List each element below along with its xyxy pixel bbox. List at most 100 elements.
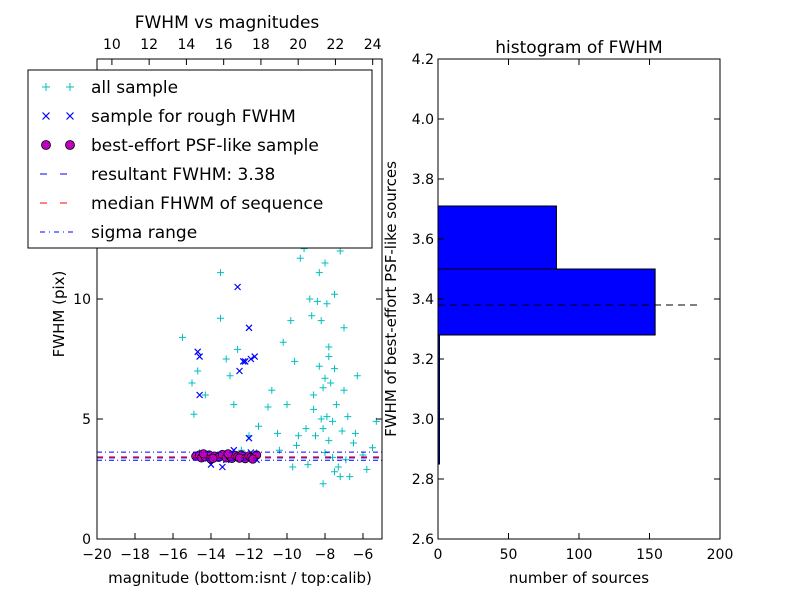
all-sample-point bbox=[264, 403, 272, 411]
all-sample-point bbox=[302, 425, 310, 433]
hist-x-tick-label: 50 bbox=[500, 547, 518, 563]
all-sample-point bbox=[268, 386, 276, 394]
hist-y-tick-label: 2.6 bbox=[412, 532, 434, 548]
all-sample-point bbox=[217, 269, 224, 277]
all-sample-point bbox=[274, 429, 281, 437]
all-sample-point bbox=[334, 463, 342, 471]
histogram-plot-area bbox=[437, 205, 699, 465]
histogram-x-axis-label: number of sources bbox=[509, 569, 649, 587]
rough-fwhm-point bbox=[241, 357, 249, 365]
histogram-bar bbox=[437, 268, 656, 336]
all-sample-point bbox=[279, 338, 287, 346]
all-sample-point bbox=[226, 372, 234, 380]
hist-x-tick-label: 150 bbox=[636, 547, 663, 563]
all-sample-point bbox=[283, 401, 291, 409]
all-sample-point bbox=[234, 345, 242, 353]
y-tick-label: 5 bbox=[82, 412, 91, 428]
top-x-tick-label: 22 bbox=[327, 37, 345, 53]
legend-entry: all sample bbox=[42, 78, 178, 98]
top-x-tick-label: 16 bbox=[215, 37, 233, 53]
scatter-ticks: −20 −18 −16 −14 −12 −10 −8 −6 0 5 10 10 12 14 16 18 20 22… bbox=[73, 37, 382, 563]
all-sample-point bbox=[289, 463, 297, 471]
all-sample-point bbox=[323, 413, 331, 421]
all-sample-point bbox=[319, 425, 327, 433]
all-sample-point bbox=[312, 432, 319, 440]
hist-y-tick-label: 3.2 bbox=[412, 352, 434, 368]
x-tick-label: −8 bbox=[315, 547, 336, 563]
x-tick-label: −20 bbox=[82, 547, 112, 563]
all-sample-point bbox=[304, 461, 312, 469]
legend-marker-x bbox=[42, 112, 50, 120]
all-sample-point bbox=[188, 379, 196, 387]
all-sample-point bbox=[291, 357, 299, 365]
hist-y-tick-label: 2.8 bbox=[412, 472, 434, 488]
histogram-panel: 0 50 100 150 2002.62.83.03.23.43.63.84.04.2 … bbox=[382, 38, 733, 587]
all-sample-point bbox=[306, 295, 314, 303]
hist-x-tick-label: 200 bbox=[707, 547, 734, 563]
hist-y-tick-label: 3.8 bbox=[412, 172, 434, 188]
hist-y-tick-label: 3.0 bbox=[412, 412, 434, 428]
rough-fwhm-point bbox=[239, 357, 247, 365]
rough-fwhm-point bbox=[196, 391, 204, 399]
histogram-ticks: 0 50 100 150 200 2.6 2.8 3.0 3.2 3.4 3.6 3.8 4.0 4.2 bbox=[412, 52, 734, 563]
top-x-tick-label: 12 bbox=[140, 37, 158, 53]
hist-y-tick-label: 3.4 bbox=[412, 292, 434, 308]
top-x-tick-label: 24 bbox=[364, 37, 382, 53]
all-sample-point bbox=[336, 247, 344, 255]
all-sample-point bbox=[319, 480, 327, 488]
rough-fwhm-point bbox=[251, 353, 259, 361]
x-tick-label: −18 bbox=[120, 547, 150, 563]
all-sample-point bbox=[321, 374, 329, 382]
legend-label: all sample bbox=[91, 78, 178, 98]
all-sample-point bbox=[331, 290, 338, 298]
all-sample-point bbox=[329, 417, 337, 425]
all-sample-point bbox=[325, 343, 333, 351]
hist-y-tick-label: 3.6 bbox=[412, 232, 434, 248]
all-sample-point bbox=[350, 439, 357, 447]
legend-entry: resultant FWHM: 3.38 bbox=[40, 165, 275, 185]
top-x-tick-label: 20 bbox=[289, 37, 307, 53]
scatter-panel: −20 −18 −16 −14 −12 −10 −8 −6 0 5 10 10 12 14 16 18 20 22… bbox=[27, 13, 383, 587]
all-sample-point bbox=[317, 415, 325, 423]
all-sample-point bbox=[217, 314, 224, 322]
all-sample-point bbox=[325, 353, 333, 361]
all-sample-point bbox=[317, 317, 325, 325]
hist-y-tick-label: 4.2 bbox=[412, 52, 434, 68]
rough-fwhm-point bbox=[247, 355, 255, 363]
all-sample-point bbox=[327, 379, 335, 387]
x-tick-label: −12 bbox=[234, 547, 264, 563]
x-tick-label: −14 bbox=[196, 547, 226, 563]
all-sample-point bbox=[287, 317, 295, 325]
legend-entry: median FHWM of sequence bbox=[40, 194, 323, 214]
rough-fwhm-point bbox=[234, 283, 242, 291]
x-tick-label: −16 bbox=[158, 547, 188, 563]
legend-label: sigma range bbox=[91, 223, 197, 243]
scatter-x-axis-label: magnitude (bottom:isnt / top:calib) bbox=[108, 569, 372, 587]
rough-fwhm-point bbox=[194, 348, 202, 356]
all-sample-point bbox=[222, 355, 230, 363]
hist-x-tick-label: 0 bbox=[434, 547, 443, 563]
rough-fwhm-point bbox=[236, 367, 243, 375]
legend-entry: best-effort PSF-like sample bbox=[41, 136, 319, 156]
histogram-title: histogram of FWHM bbox=[495, 38, 662, 58]
top-x-tick-label: 18 bbox=[252, 37, 270, 53]
y-tick-label: 10 bbox=[73, 292, 91, 308]
all-sample-point bbox=[201, 391, 209, 399]
legend-label: median FHWM of sequence bbox=[91, 194, 323, 214]
all-sample-point bbox=[338, 427, 346, 435]
all-sample-point bbox=[313, 297, 321, 305]
all-sample-point bbox=[353, 372, 361, 380]
all-sample-point bbox=[310, 405, 318, 413]
x-tick-label: −10 bbox=[272, 547, 302, 563]
all-sample-point bbox=[296, 254, 304, 262]
legend-marker-circle bbox=[65, 140, 75, 150]
scatter-plot-area bbox=[97, 194, 382, 488]
all-sample-point bbox=[308, 312, 316, 320]
all-sample-point bbox=[369, 444, 376, 452]
all-sample-point bbox=[323, 300, 331, 308]
all-sample-point bbox=[340, 324, 348, 332]
all-sample-point bbox=[340, 386, 348, 394]
y-tick-label: 0 bbox=[82, 532, 91, 548]
rough-fwhm-point bbox=[245, 434, 253, 442]
all-sample-point bbox=[325, 437, 333, 445]
